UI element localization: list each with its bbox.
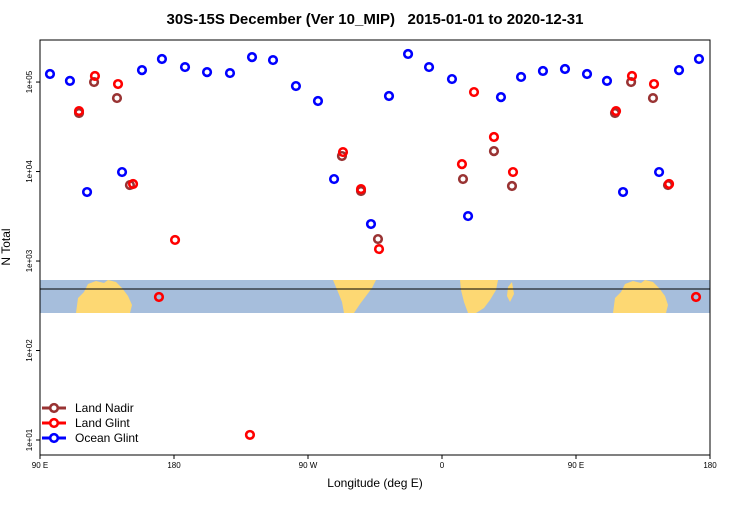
point — [355, 183, 367, 195]
point — [337, 146, 349, 158]
legend-marker — [48, 432, 60, 444]
point — [312, 95, 324, 107]
point — [156, 53, 168, 65]
x-tick-label: 0 — [440, 461, 445, 470]
point — [468, 86, 480, 98]
point — [506, 180, 518, 192]
point — [446, 73, 458, 85]
point — [495, 91, 507, 103]
plot-frame — [39, 39, 711, 456]
x-axis-label: Longitude (deg E) — [327, 476, 422, 490]
point — [153, 291, 165, 303]
point — [625, 76, 637, 88]
y-tick-label: 1e+05 — [25, 70, 34, 93]
point — [610, 105, 622, 117]
point — [559, 63, 571, 75]
legend-marker — [48, 402, 60, 414]
x-tick-label: 180 — [703, 461, 717, 470]
point — [372, 233, 384, 245]
point — [127, 178, 139, 190]
point — [673, 64, 685, 76]
legend-label: Land Nadir — [75, 401, 134, 415]
point — [601, 75, 613, 86]
point — [488, 131, 500, 143]
point — [111, 92, 123, 104]
point — [663, 178, 675, 190]
point — [373, 243, 385, 255]
point — [64, 75, 76, 86]
y-tick-label: 1e+03 — [25, 249, 34, 272]
point — [44, 68, 56, 80]
point — [201, 67, 213, 78]
y-axis-label: N Total — [0, 228, 13, 265]
y-tick-label: 1e+01 — [25, 428, 34, 451]
legend-label: Ocean Glint — [75, 431, 139, 445]
point — [653, 166, 665, 178]
point — [112, 78, 124, 90]
point — [648, 78, 660, 90]
point — [290, 80, 302, 92]
x-tick-label: 180 — [167, 461, 181, 470]
y-tick-label: 1e+02 — [25, 339, 34, 362]
point — [244, 429, 256, 441]
legend-label: Land Glint — [75, 416, 130, 430]
point — [267, 54, 279, 66]
point — [581, 68, 593, 80]
point — [328, 173, 340, 185]
point — [456, 159, 468, 170]
x-tick-label: 90 E — [32, 461, 48, 470]
chart-title: 30S-15S December (Ver 10_MIP) 2015-01-01… — [167, 11, 584, 28]
point — [537, 65, 549, 77]
point — [515, 71, 527, 83]
point — [488, 146, 500, 157]
point — [423, 61, 435, 73]
point — [169, 234, 181, 246]
legend-marker — [48, 417, 60, 429]
point — [365, 218, 377, 230]
point — [73, 105, 85, 117]
point — [402, 48, 414, 60]
point — [116, 166, 128, 178]
point — [462, 210, 474, 222]
point — [507, 166, 519, 178]
point — [617, 186, 629, 198]
point — [457, 173, 469, 185]
point — [383, 90, 395, 102]
point — [136, 64, 148, 76]
point — [690, 291, 702, 303]
point — [81, 186, 93, 198]
x-tick-label: 90 W — [299, 461, 318, 470]
point — [89, 70, 101, 82]
point — [246, 51, 258, 63]
y-tick-label: 1e+04 — [25, 160, 34, 183]
point — [647, 92, 659, 104]
point — [88, 76, 100, 88]
map-strip — [40, 280, 710, 313]
x-tick-label: 90 E — [568, 461, 584, 470]
point — [224, 67, 236, 79]
point — [179, 61, 191, 73]
point — [626, 70, 638, 82]
point — [693, 53, 705, 65]
